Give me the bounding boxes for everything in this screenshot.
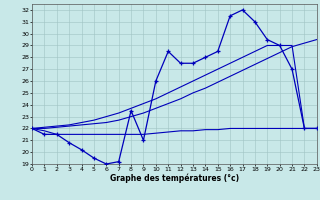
X-axis label: Graphe des températures (°c): Graphe des températures (°c): [110, 173, 239, 183]
